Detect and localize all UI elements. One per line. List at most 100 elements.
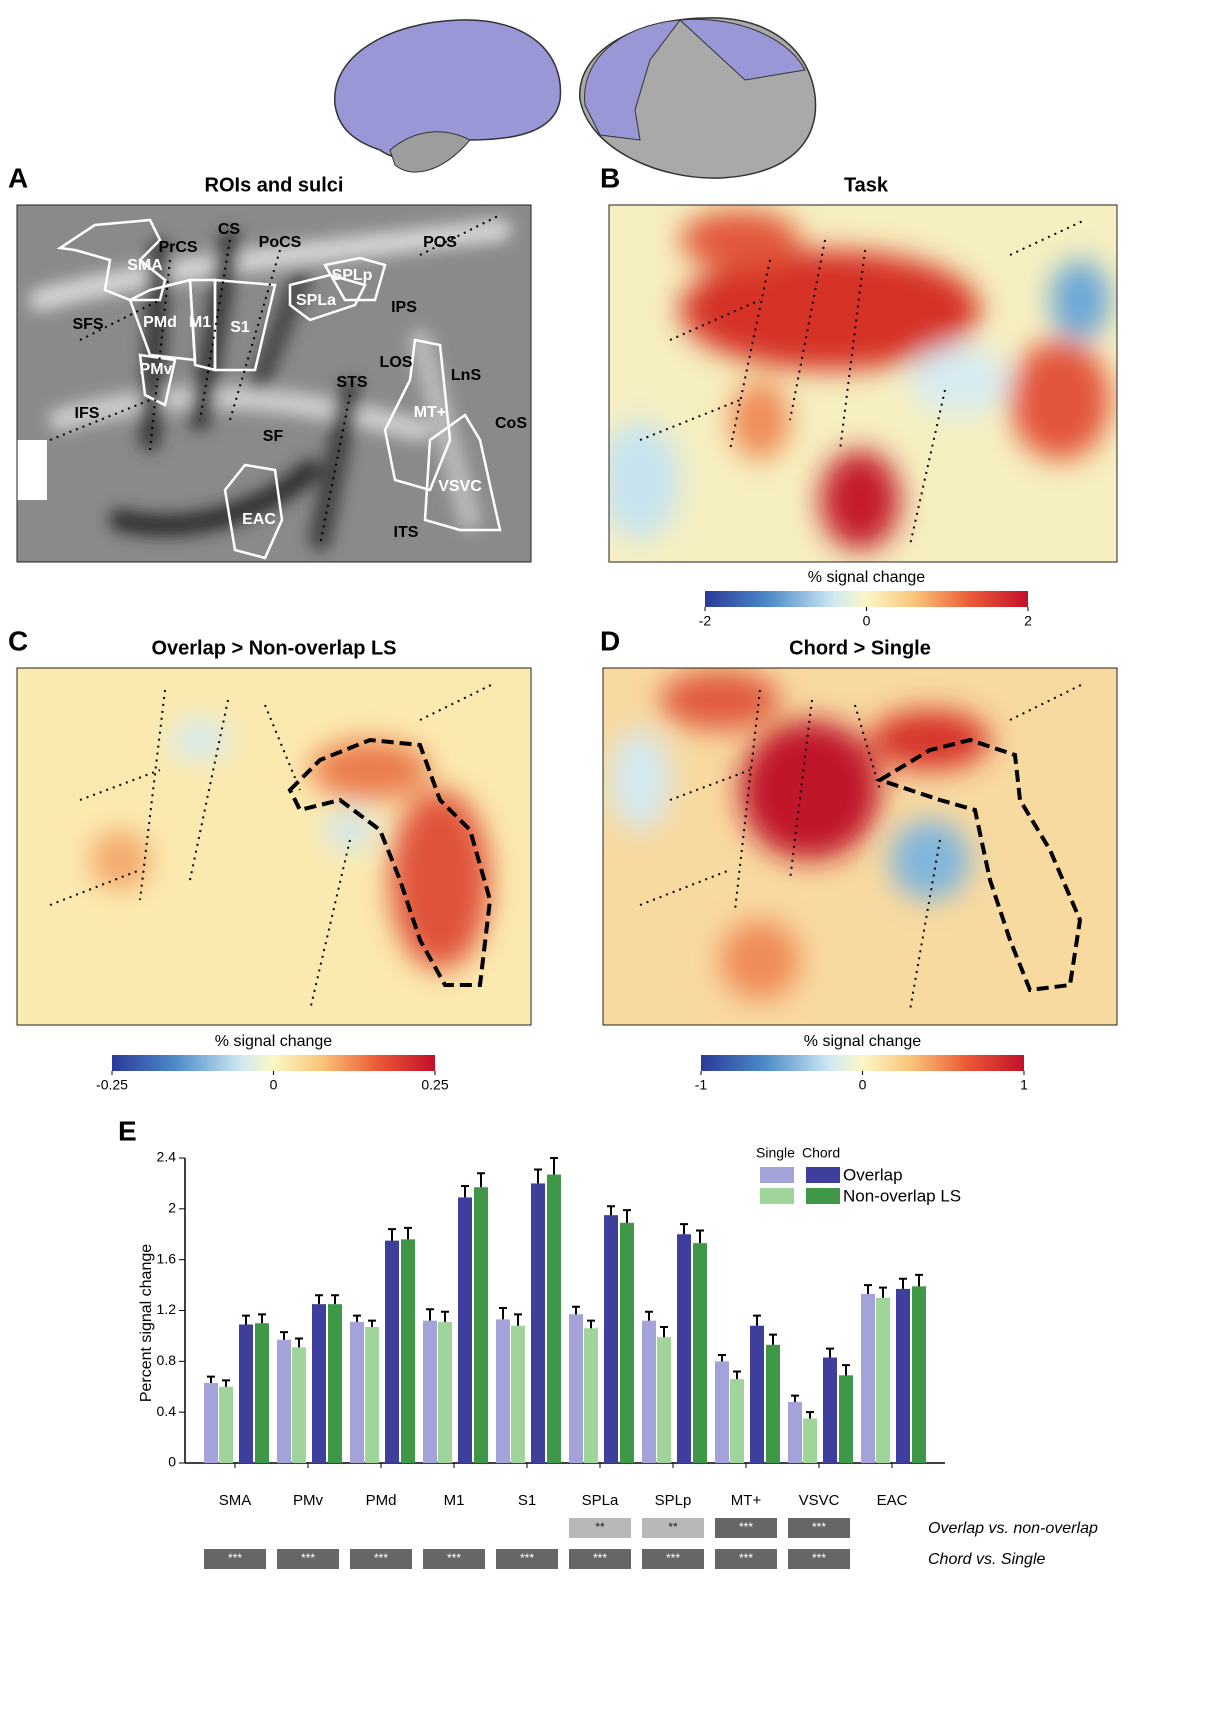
frame-b (608, 204, 1118, 563)
region-label: ITS (394, 524, 419, 541)
error-bar (477, 1172, 485, 1188)
region-label: VSVC (438, 478, 482, 495)
bar (604, 1215, 618, 1463)
error-bar (388, 1228, 396, 1241)
panel-letter: A (8, 162, 28, 193)
bar (896, 1288, 910, 1463)
roi-outline (287, 737, 493, 987)
bar (584, 1328, 598, 1463)
region-label: S1 (230, 319, 250, 336)
panel-letter: C (8, 625, 28, 656)
bar (312, 1304, 326, 1463)
heatmap-c (17, 668, 531, 1025)
region-label: EAC (242, 511, 276, 528)
error-bar (331, 1294, 339, 1305)
heatmap-b (609, 205, 1117, 562)
colorbar-tick-label: -0.25 (96, 1077, 128, 1093)
significance-mark: *** (374, 1551, 388, 1565)
bar (788, 1402, 802, 1463)
error-bar (572, 1305, 580, 1315)
significance-box (496, 1549, 558, 1569)
error-bar (550, 1157, 558, 1175)
region-label: SMA (127, 257, 163, 274)
region-label: SF (263, 428, 284, 445)
bar (204, 1382, 218, 1463)
error-bar (791, 1394, 799, 1402)
colorbar (112, 1055, 435, 1071)
error-bar (295, 1337, 303, 1348)
error-bar (587, 1319, 595, 1329)
error-bar (534, 1168, 542, 1184)
region-label: M1 (189, 314, 211, 331)
error-bar (864, 1284, 872, 1294)
significance-box (642, 1518, 704, 1538)
x-tick-label: M1 (444, 1492, 465, 1509)
error-bar (915, 1273, 923, 1287)
significance-box (642, 1549, 704, 1569)
x-tick-label: SMA (219, 1492, 252, 1509)
bar (423, 1320, 437, 1463)
significance-mark: *** (739, 1520, 753, 1534)
legend-label: Overlap (843, 1165, 903, 1184)
colorbar-label: % signal change (808, 569, 926, 586)
significance-box (788, 1518, 850, 1538)
error-bar (207, 1375, 215, 1383)
colorbar-tick-label: 0 (270, 1077, 278, 1093)
significance-box (423, 1549, 485, 1569)
bar (642, 1320, 656, 1463)
error-bar (353, 1314, 361, 1322)
roi-outlines (56, 218, 502, 560)
region-label: CS (218, 221, 241, 238)
bar (730, 1379, 744, 1463)
significance-mark: *** (593, 1551, 607, 1565)
significance-box (277, 1549, 339, 1569)
error-bar (242, 1314, 250, 1325)
legend-swatch (760, 1167, 794, 1183)
region-label: SFS (72, 316, 103, 333)
y-tick-label: 0.4 (157, 1403, 177, 1419)
panel-letter: E (118, 1115, 137, 1146)
significance-label: Chord vs. Single (928, 1551, 1045, 1568)
x-tick-label: EAC (877, 1492, 908, 1509)
bar (861, 1293, 875, 1463)
error-bar (623, 1209, 631, 1223)
bar (365, 1327, 379, 1463)
colorbar-tick-label: 1 (1020, 1077, 1028, 1093)
x-tick-label: MT+ (731, 1492, 762, 1509)
bar (876, 1297, 890, 1463)
panel-letter: B (600, 162, 620, 193)
error-bar (733, 1370, 741, 1380)
bar (328, 1304, 342, 1463)
x-tick-label: PMd (366, 1492, 397, 1509)
error-bar (899, 1277, 907, 1289)
bar (239, 1324, 253, 1463)
bar (496, 1319, 510, 1463)
significance-mark: *** (739, 1551, 753, 1565)
bar (350, 1321, 364, 1463)
heatmap-d (603, 668, 1117, 1025)
x-tick-label: SPLp (655, 1492, 692, 1509)
x-tick-label: S1 (518, 1492, 536, 1509)
error-bar (753, 1314, 761, 1326)
y-tick-label: 0 (168, 1454, 176, 1470)
colorbar (705, 591, 1028, 607)
panel-title: Task (844, 174, 889, 196)
error-bar (258, 1313, 266, 1324)
y-axis-label: Percent signal change (138, 1244, 155, 1402)
legend-swatch (760, 1188, 794, 1204)
region-label: PoCS (259, 234, 302, 251)
bar (458, 1197, 472, 1463)
error-bar (426, 1308, 434, 1321)
bar (693, 1243, 707, 1463)
significance-box (715, 1518, 777, 1538)
y-tick-label: 1.2 (157, 1301, 177, 1317)
bar (255, 1323, 269, 1463)
bar (803, 1418, 817, 1463)
legend-swatch (806, 1188, 840, 1204)
colorbar-tick-label: -2 (699, 613, 712, 629)
significance-box (350, 1549, 412, 1569)
bar (385, 1240, 399, 1463)
significance-mark: *** (520, 1551, 534, 1565)
significance-mark: *** (228, 1551, 242, 1565)
bar (277, 1339, 291, 1463)
